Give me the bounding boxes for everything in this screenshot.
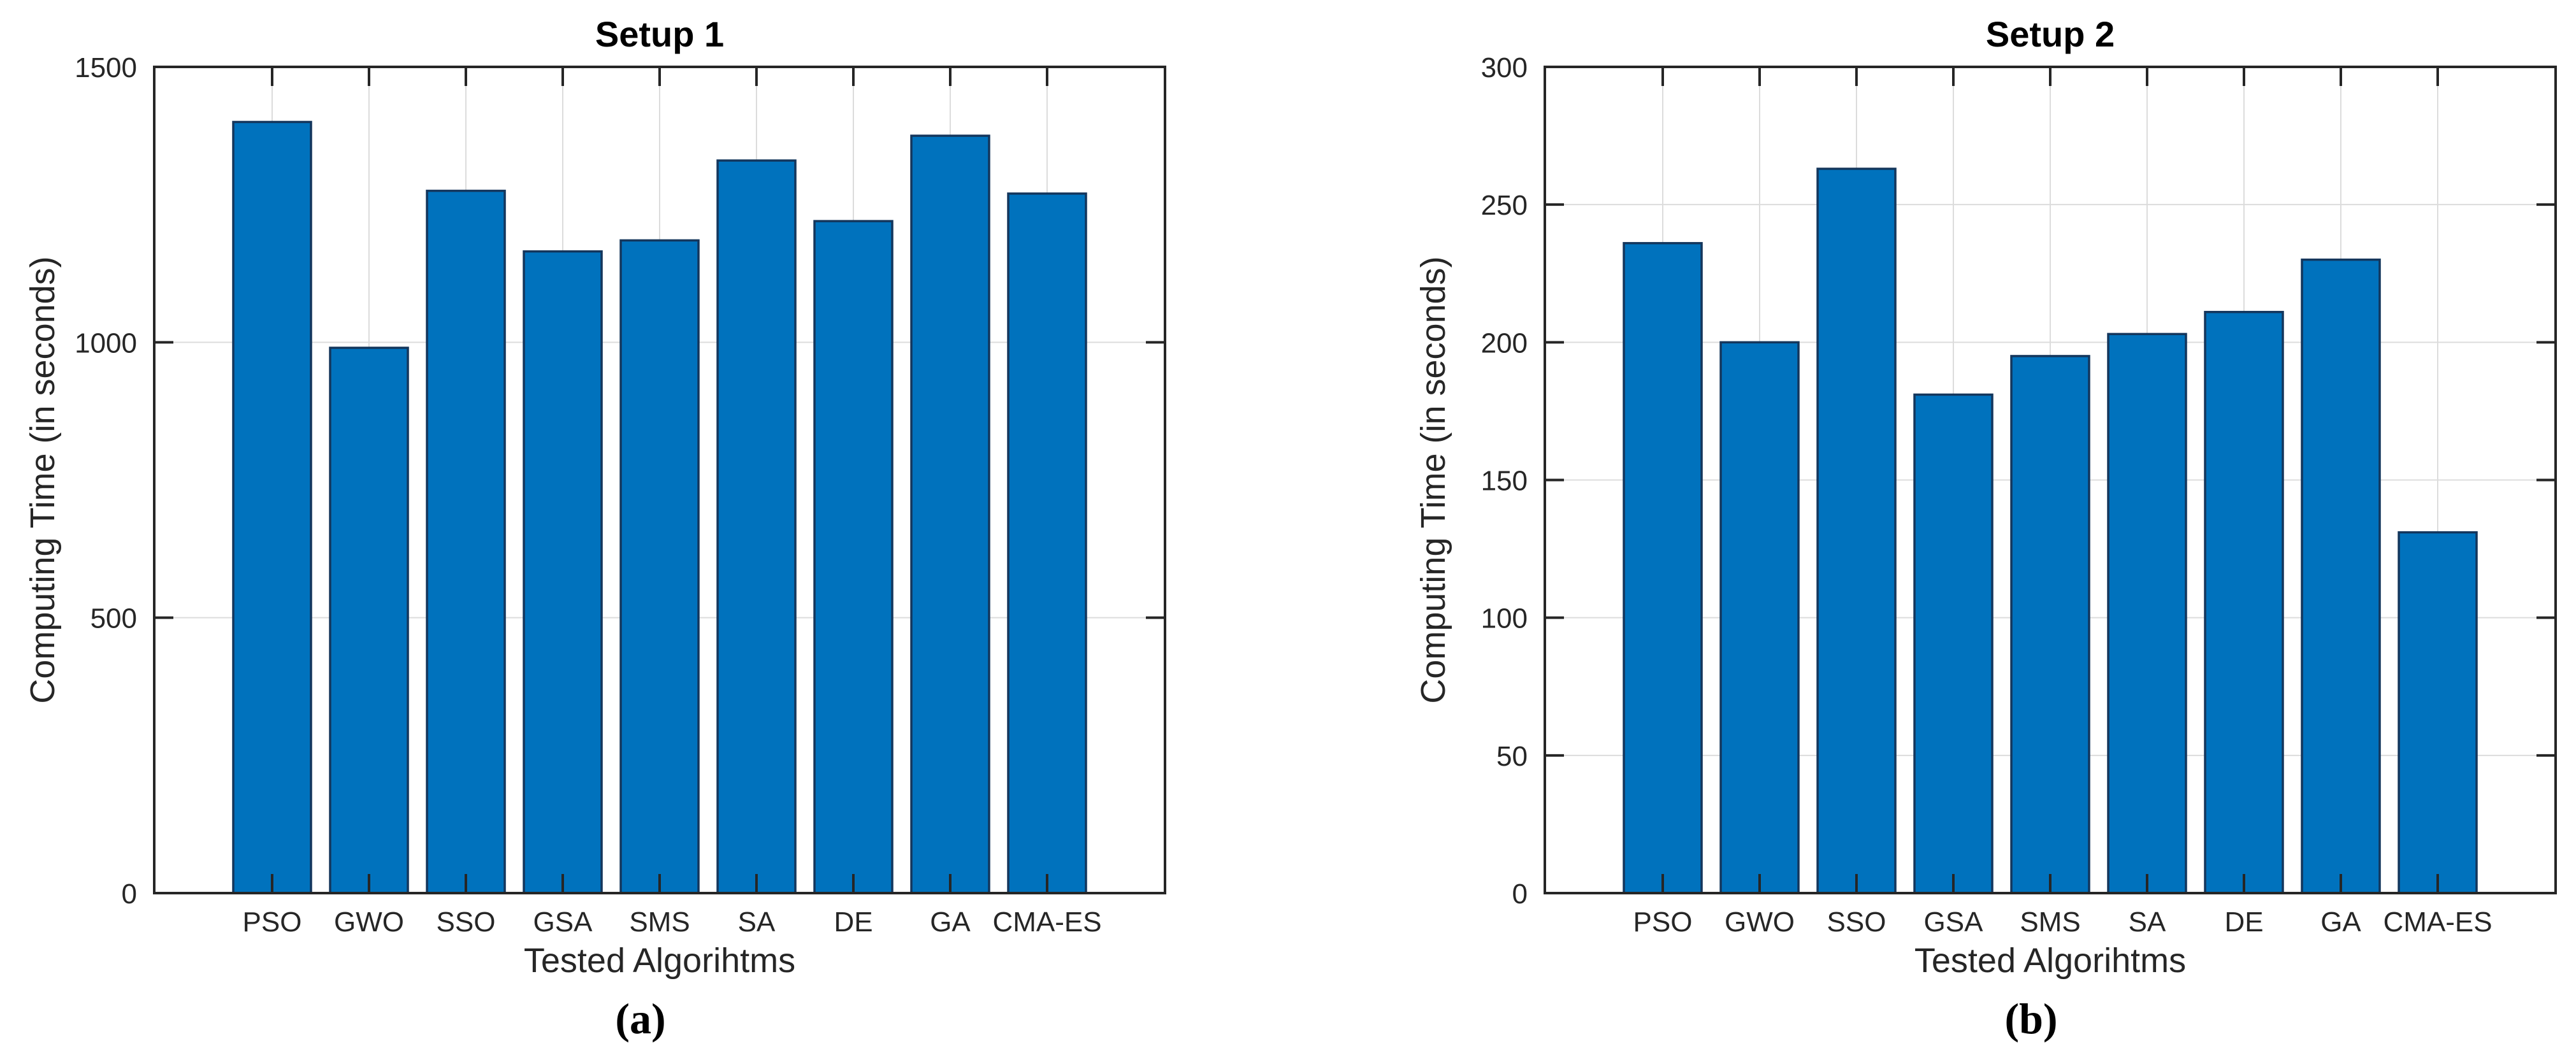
y-tick-label: 250	[1481, 190, 1528, 221]
y-tick-label: 1500	[75, 52, 137, 83]
y-tick-label: 100	[1481, 603, 1528, 634]
x-tick-label-ga: GA	[930, 906, 971, 938]
bar-cma-es	[1007, 192, 1087, 894]
bar-gwo	[1719, 341, 1800, 894]
bar-de	[813, 220, 894, 894]
x-tick-label-gwo: GWO	[1725, 906, 1795, 938]
x-tick-label-sa: SA	[738, 906, 776, 938]
bar-pso	[232, 120, 312, 894]
y-tick-label: 500	[90, 603, 137, 634]
bar-sso	[426, 189, 506, 894]
x-tick-label-cma-es: CMA-ES	[992, 906, 1101, 938]
subfigure-caption-setup-1: (a)	[615, 994, 665, 1043]
bar-ga	[910, 134, 990, 894]
x-tick-label-de: DE	[834, 906, 872, 938]
y-tick-label: 0	[1512, 878, 1528, 910]
bar-gsa	[523, 250, 603, 894]
y-axis-label: Computing Time (in seconds)	[1414, 256, 1452, 703]
bar-sms	[619, 239, 700, 894]
bar-gsa	[1913, 393, 1994, 894]
axes-box	[1544, 66, 2557, 894]
y-tick-label: 200	[1481, 327, 1528, 359]
x-tick-label-sms: SMS	[629, 906, 690, 938]
chart-title-setup-2: Setup 2	[1986, 14, 2115, 54]
chart-title-setup-1: Setup 1	[595, 14, 724, 54]
x-tick-label-pso: PSO	[243, 906, 302, 938]
y-tick-label: 0	[122, 878, 137, 910]
y-tick-label: 150	[1481, 466, 1528, 497]
x-tick-label-gsa: GSA	[1924, 906, 1984, 938]
x-tick-label-sso: SSO	[437, 906, 496, 938]
x-tick-label-cma-es: CMA-ES	[2383, 906, 2492, 938]
x-tick-label-gsa: GSA	[533, 906, 593, 938]
bar-sso	[1816, 168, 1897, 894]
bar-pso	[1623, 241, 1703, 894]
x-tick-label-gwo: GWO	[334, 906, 404, 938]
bar-ga	[2301, 258, 2381, 894]
x-tick-label-ga: GA	[2320, 906, 2361, 938]
bars	[232, 120, 1087, 894]
x-tick-label-sa: SA	[2129, 906, 2166, 938]
bar-chart-setup-2: 0 50 100 150 200 250 300 PSO GWO SSO GSA SMS SA DE GA C…	[1414, 14, 2557, 1043]
bar-chart-setup-1: 0 500 1000 1500 PSO GWO SSO GSA SMS SA DE GA CMA-ES S…	[24, 14, 1166, 1043]
axes-box	[153, 66, 1166, 894]
bar-de	[2204, 311, 2284, 894]
x-tick-label-de: DE	[2224, 906, 2263, 938]
y-axis-label: Computing Time (in seconds)	[24, 256, 62, 703]
bar-cma-es	[2398, 531, 2478, 894]
y-tick-label: 1000	[75, 327, 137, 359]
y-tick-label: 300	[1481, 52, 1528, 83]
x-axis-label: Tested Algorihtms	[1914, 942, 2186, 980]
bar-gwo	[329, 347, 409, 894]
y-tick-label: 50	[1496, 741, 1528, 772]
x-axis-label: Tested Algorihtms	[524, 942, 795, 980]
bar-sa	[716, 159, 797, 894]
subfigure-caption-setup-2: (b)	[2004, 994, 2057, 1043]
x-tick-label-pso: PSO	[1633, 906, 1693, 938]
x-tick-label-sms: SMS	[2020, 906, 2080, 938]
bar-sms	[2010, 355, 2090, 894]
x-tick-label-sso: SSO	[1827, 906, 1886, 938]
bar-sa	[2107, 333, 2187, 894]
